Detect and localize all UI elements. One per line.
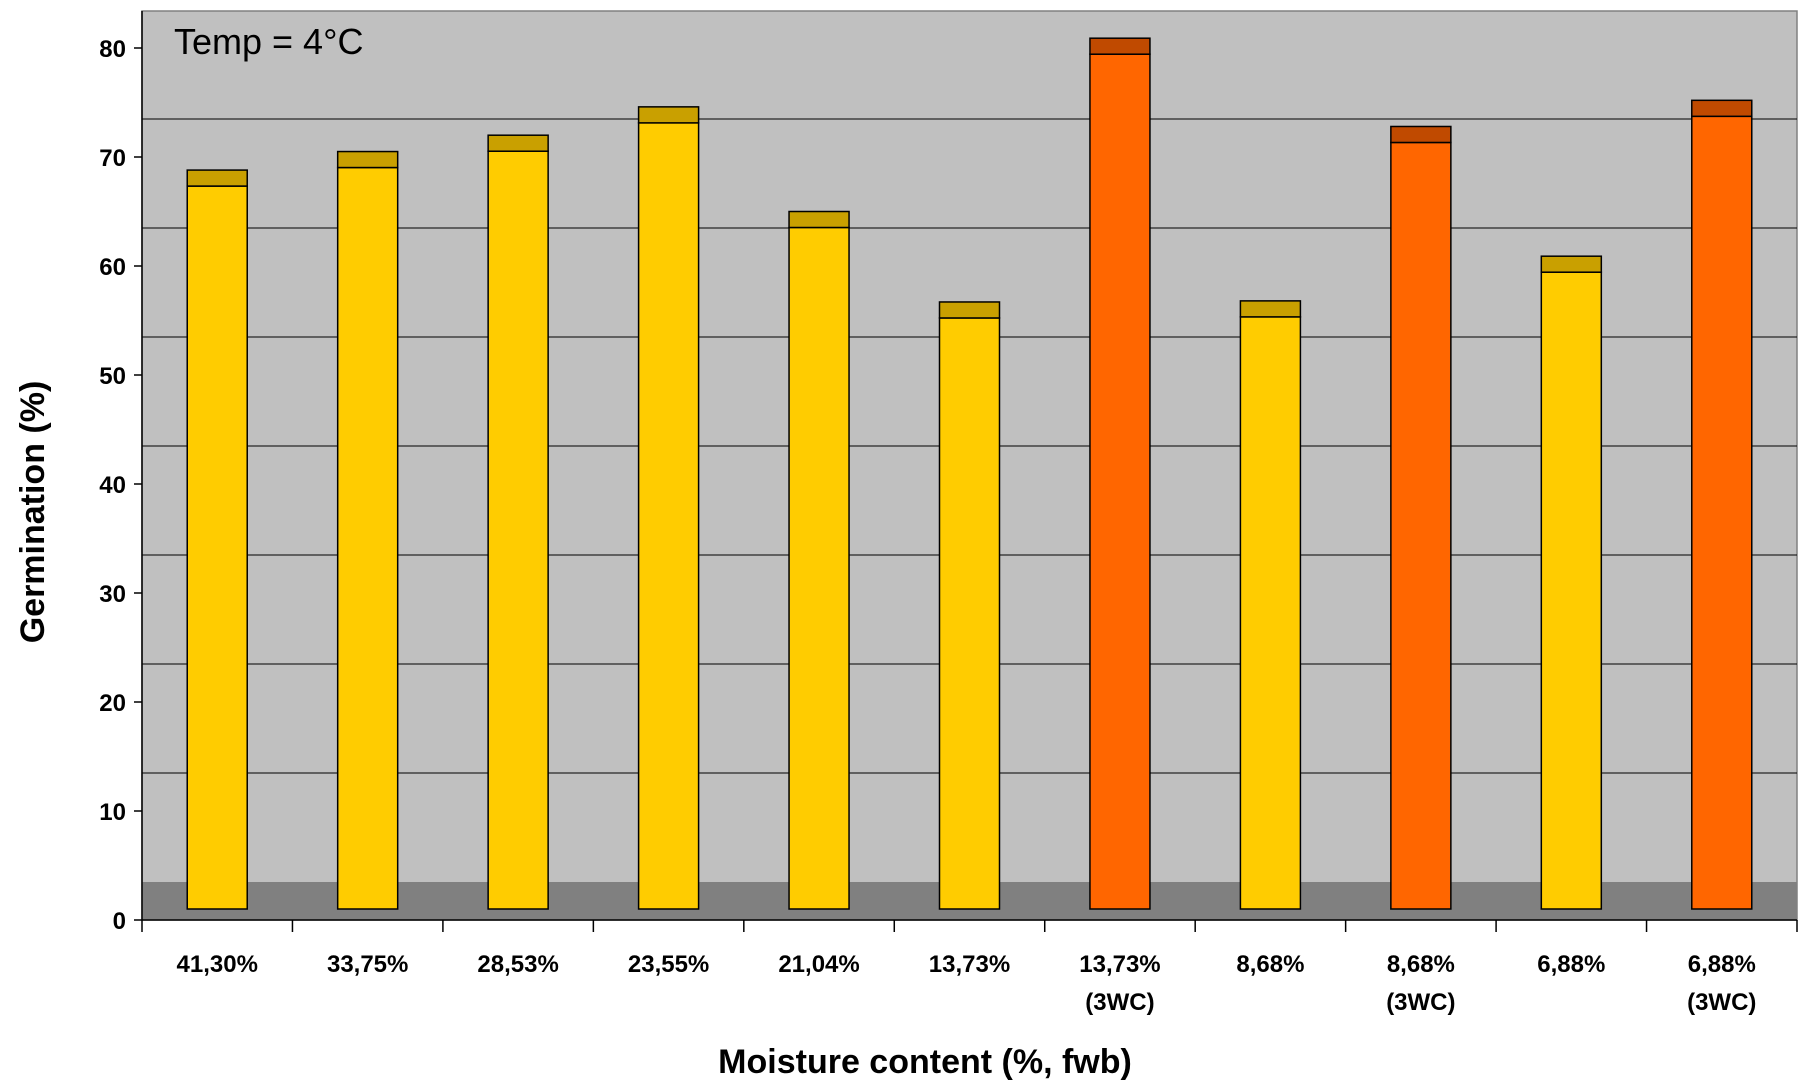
bar-top [487,134,549,152]
bar-top [637,106,700,124]
x-tick-label: 33,75% [327,951,408,978]
bar-top [1239,300,1302,318]
y-tick-label: 40 [99,472,126,499]
x-tick-label: (3WC) [1085,989,1154,1016]
bar-top [336,150,399,169]
y-tick-label: 50 [99,363,126,390]
x-tick-label: 13,73% [929,951,1010,978]
bar-top [1691,99,1753,118]
bar [637,122,700,910]
bar [186,185,248,910]
x-tick-label: (3WC) [1687,989,1756,1016]
y-tick-label: 70 [99,145,126,172]
x-tick-label: 41,30% [177,951,258,978]
x-tick-label: 8,68% [1236,951,1304,978]
bar-top [788,210,850,229]
x-tick-label: 13,73% [1079,951,1160,978]
y-axis: 0 10 20 30 40 50 60 70 80 [99,11,143,935]
bar [1540,271,1603,910]
bar [1390,141,1452,910]
y-tick-label: 60 [99,254,126,281]
y-tick-label: 80 [99,36,126,63]
x-tick-label: 8,68% [1387,951,1455,978]
bar [788,226,850,910]
x-tick-label: 6,88% [1537,951,1605,978]
x-tick-label: (3WC) [1386,989,1455,1016]
bars [186,37,1753,910]
x-axis-title: Moisture content (%, fwb) [718,1043,1132,1081]
y-tick-label: 0 [113,908,126,935]
bar [938,317,1001,910]
y-tick-label: 10 [99,799,126,826]
chart-annotation: Temp = 4°C [174,21,363,62]
y-axis-title: Germination (%) [14,381,52,644]
bar [487,150,549,910]
x-tick-label: 6,88% [1688,951,1756,978]
y-tick-label: 30 [99,581,126,608]
bar [336,166,399,910]
bar-top [186,169,248,187]
bar [1089,53,1151,910]
bar-top [1390,125,1452,144]
x-tick-label: 21,04% [778,951,859,978]
x-tick-label: 28,53% [477,951,558,978]
bar [1239,316,1302,910]
x-axis: 41,30% 33,75% 28,53% 23,55% 21,04% 13,73% 13,7… [141,919,1798,1016]
bar [1691,115,1753,910]
bar-top [938,301,1001,319]
y-tick-label: 20 [99,690,126,717]
bar-top [1540,255,1603,273]
x-tick-label: 23,55% [628,951,709,978]
bar-top [1089,37,1151,55]
